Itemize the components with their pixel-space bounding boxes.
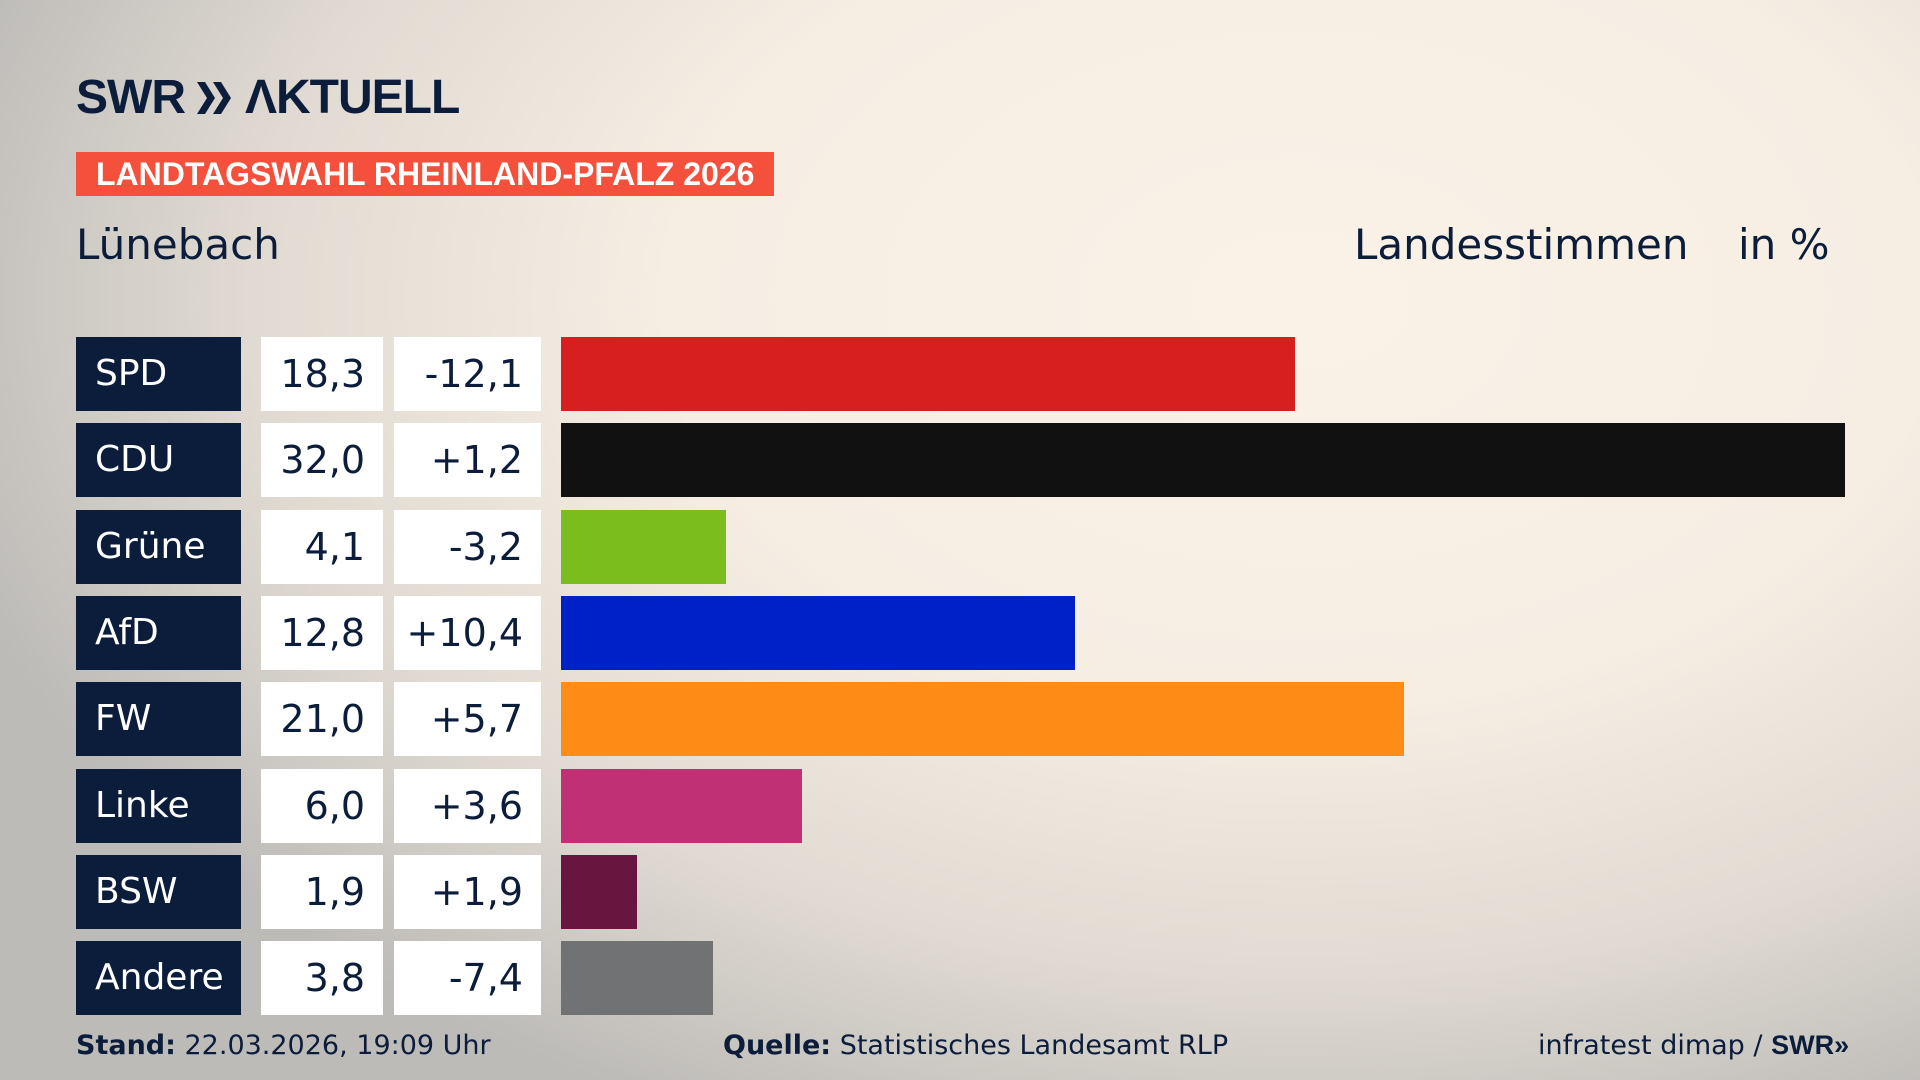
stand-label: Stand: bbox=[76, 1030, 176, 1061]
bar-cdu bbox=[561, 423, 1845, 498]
bar-linke bbox=[561, 768, 802, 843]
result-row: CDU 32,0 +1,2 bbox=[76, 423, 1876, 498]
vote-share: 3,8 bbox=[261, 941, 383, 1016]
election-banner: LANDTAGSWAHL RHEINLAND-PFALZ 2026 bbox=[76, 152, 775, 196]
result-row: SPD 18,3 -12,1 bbox=[76, 337, 1876, 411]
stand: Stand: 22.03.2026, 19:09 Uhr bbox=[76, 1030, 491, 1061]
party-label: AfD bbox=[76, 595, 241, 670]
result-row: Grüne 4,1 -3,2 bbox=[76, 509, 1876, 584]
vote-change: -12,1 bbox=[394, 337, 541, 411]
vote-change: -3,2 bbox=[394, 509, 541, 584]
vote-change: +1,2 bbox=[394, 423, 541, 498]
vote-share: 4,1 bbox=[261, 509, 383, 584]
source-value: Statistisches Landesamt RLP bbox=[831, 1030, 1229, 1061]
party-label: CDU bbox=[76, 423, 241, 498]
credit-text: infratest dimap / bbox=[1538, 1030, 1772, 1061]
result-row: Linke 6,0 +3,6 bbox=[76, 768, 1876, 843]
vote-share: 21,0 bbox=[261, 682, 383, 757]
bar-grne bbox=[561, 509, 726, 584]
place-name: Lünebach bbox=[76, 220, 280, 269]
vote-change: +3,6 bbox=[394, 768, 541, 843]
party-label: Andere bbox=[76, 941, 241, 1016]
vote-share: 6,0 bbox=[261, 768, 383, 843]
unit-label: in % bbox=[1738, 220, 1830, 269]
vote-share: 1,9 bbox=[261, 854, 383, 929]
vote-change: +1,9 bbox=[394, 854, 541, 929]
result-row: AfD 12,8 +10,4 bbox=[76, 595, 1876, 670]
credit-chevrons-icon: » bbox=[1834, 1030, 1850, 1060]
swr-aktuell-logo: SWR ΛKTUELL bbox=[76, 70, 460, 125]
bar-afd bbox=[561, 595, 1075, 670]
vote-share: 12,8 bbox=[261, 595, 383, 670]
source: Quelle: Statistisches Landesamt RLP bbox=[723, 1030, 1228, 1061]
result-row: FW 21,0 +5,7 bbox=[76, 682, 1876, 757]
credit: infratest dimap / SWR» bbox=[1538, 1030, 1849, 1061]
logo-swr: SWR bbox=[76, 71, 186, 124]
party-label: Linke bbox=[76, 768, 241, 843]
stand-value: 22.03.2026, 19:09 Uhr bbox=[175, 1030, 491, 1061]
result-row: BSW 1,9 +1,9 bbox=[76, 854, 1876, 929]
bar-andere bbox=[561, 941, 714, 1016]
source-label: Quelle: bbox=[723, 1030, 832, 1061]
party-label: BSW bbox=[76, 854, 241, 929]
result-row: Andere 3,8 -7,4 bbox=[76, 941, 1876, 1016]
vote-change: +10,4 bbox=[394, 595, 541, 670]
bar-spd bbox=[561, 337, 1296, 411]
vote-change: +5,7 bbox=[394, 682, 541, 757]
vote-change: -7,4 bbox=[394, 941, 541, 1016]
votes-label: Landesstimmen bbox=[1354, 220, 1689, 269]
party-label: FW bbox=[76, 682, 241, 757]
bar-fw bbox=[561, 682, 1404, 757]
bar-bsw bbox=[561, 854, 638, 929]
logo-aktuell: ΛKTUELL bbox=[244, 71, 460, 124]
chevrons-icon bbox=[196, 81, 231, 114]
party-label: SPD bbox=[76, 337, 241, 411]
party-label: Grüne bbox=[76, 509, 241, 584]
vote-share: 32,0 bbox=[261, 423, 383, 498]
vote-share: 18,3 bbox=[261, 337, 383, 411]
credit-swr-logo: SWR bbox=[1771, 1030, 1835, 1060]
